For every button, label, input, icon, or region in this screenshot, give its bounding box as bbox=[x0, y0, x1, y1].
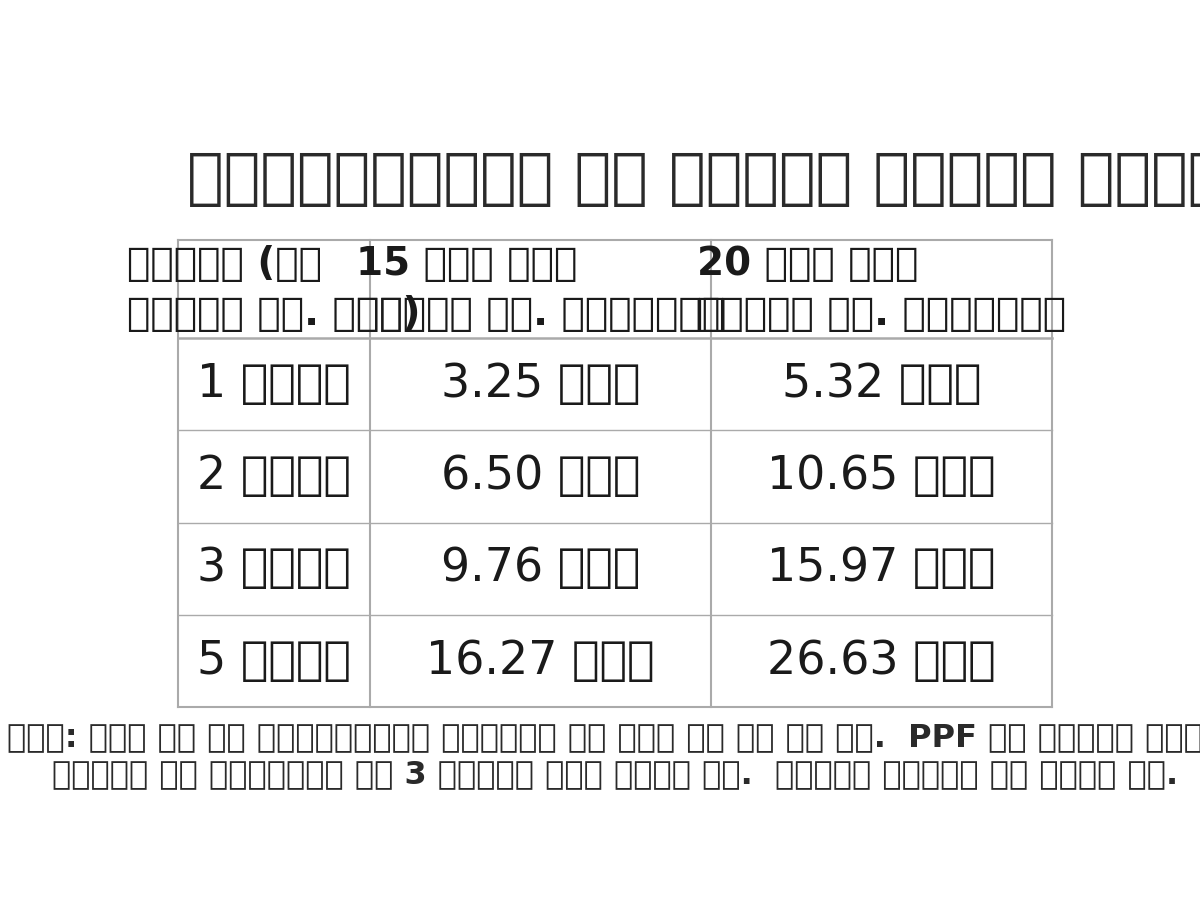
Text: 1 हजार: 1 हजार bbox=[197, 362, 350, 407]
Text: 3 हजार: 3 हजार bbox=[197, 546, 350, 591]
Text: 5.32 लाख: 5.32 लाख bbox=[782, 362, 982, 407]
Text: निवेश (हर
महीने रू. में): निवेश (हर महीने रू. में) bbox=[127, 245, 421, 333]
Text: ब्याज की समीक्षा हर 3 महीने में होती है.  इसमें बदलाव हो सकता है.: ब्याज की समीक्षा हर 3 महीने में होती है.… bbox=[52, 760, 1178, 790]
Text: 10.65 लाख: 10.65 लाख bbox=[767, 454, 996, 499]
Text: 5 हजार: 5 हजार bbox=[197, 639, 350, 684]
Text: 20 साल बाद
कितने रू. मिलेंगे: 20 साल बाद कितने रू. मिलेंगे bbox=[697, 245, 1066, 333]
Text: 9.76 लाख: 9.76 लाख bbox=[442, 546, 641, 591]
Text: मैच्योरिटी के हिसाब कितना मिलता है पैसा?: मैच्योरिटी के हिसाब कितना मिलता है पैसा? bbox=[187, 149, 1200, 209]
Text: 3.25 लाख: 3.25 लाख bbox=[442, 362, 641, 407]
Text: नोट: ऊपर दी गई कैलकुलेशन अनुमान के तौर पर दी गई है.  PPF पर मिलने वाले: नोट: ऊपर दी गई कैलकुलेशन अनुमान के तौर प… bbox=[7, 722, 1200, 752]
Text: 2 हजार: 2 हजार bbox=[197, 454, 350, 499]
Text: 6.50 लाख: 6.50 लाख bbox=[442, 454, 641, 499]
Text: 15 साल बाद
कितने रू. मिलेंगे: 15 साल बाद कितने रू. मिलेंगे bbox=[356, 245, 725, 333]
Text: 16.27 लाख: 16.27 लाख bbox=[426, 639, 655, 684]
Text: 15.97 लाख: 15.97 लाख bbox=[768, 546, 996, 591]
Text: 26.63 लाख: 26.63 लाख bbox=[767, 639, 996, 684]
